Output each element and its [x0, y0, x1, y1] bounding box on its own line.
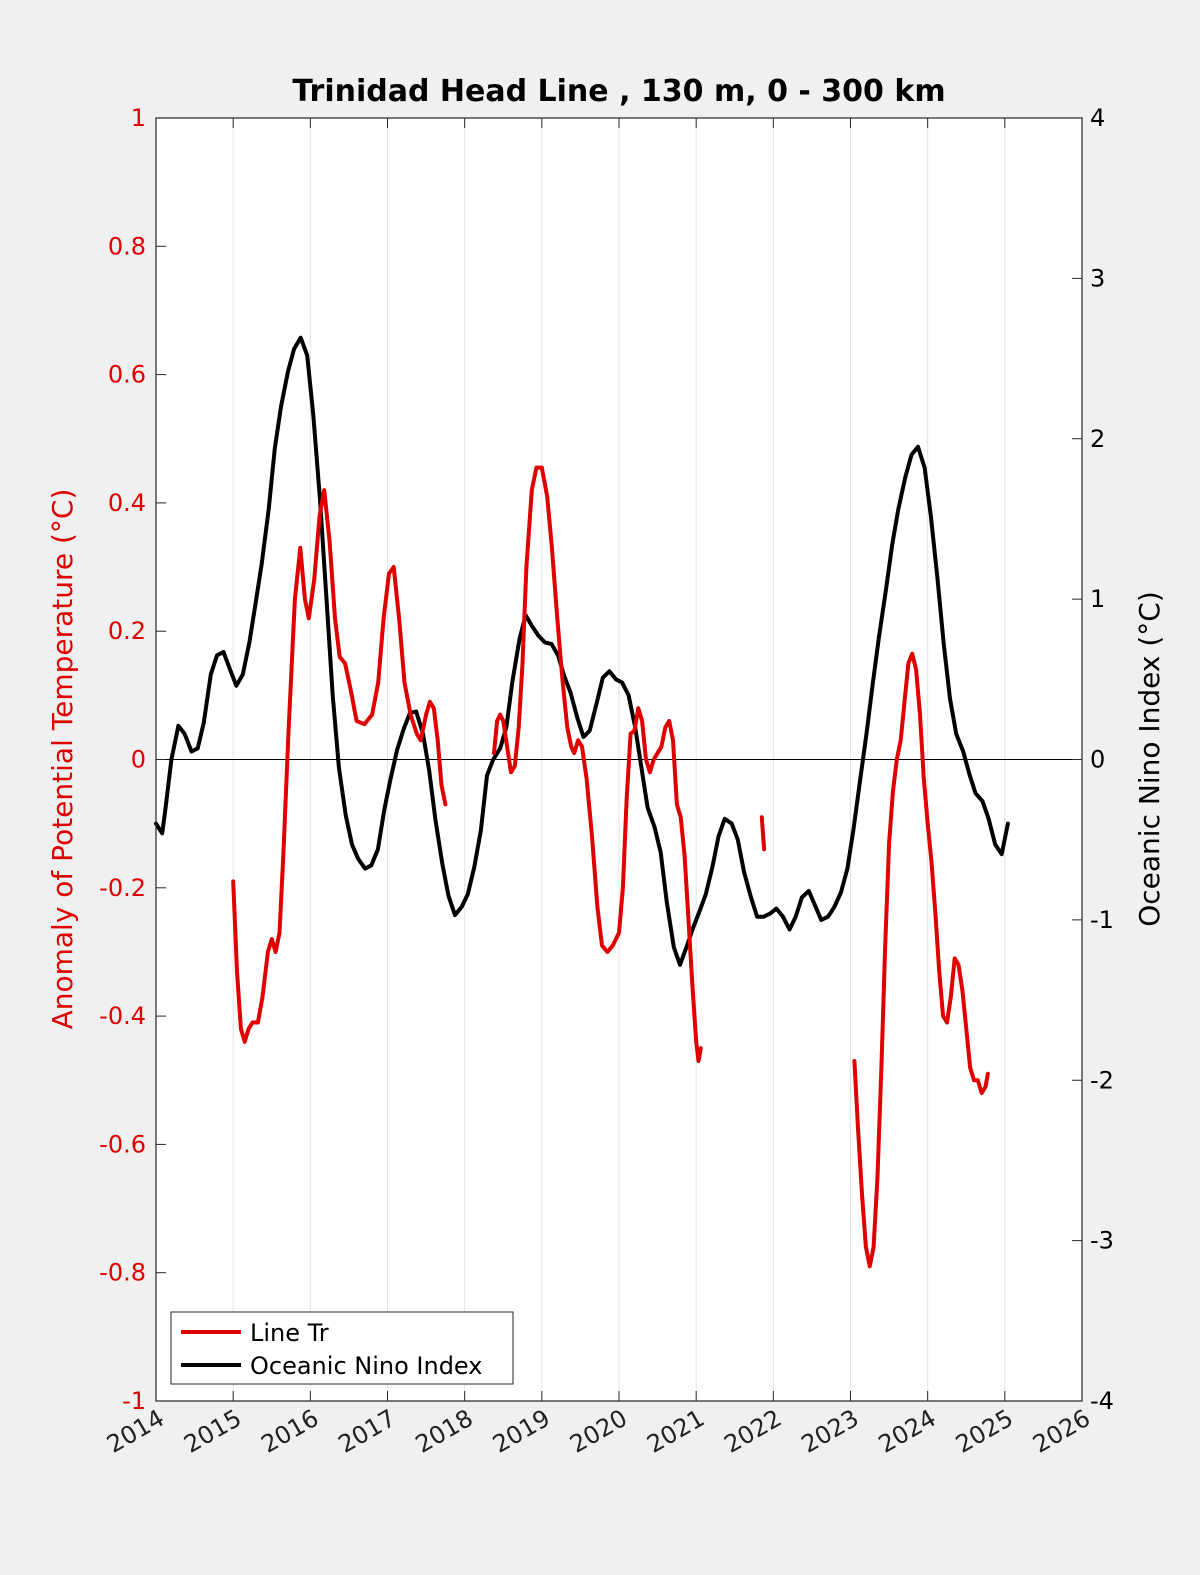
series-line-tr-segment-3 — [759, 815, 767, 852]
y-right-tick-label: -1 — [1090, 906, 1114, 934]
series-line-tr-segment-4 — [852, 651, 990, 1269]
x-tick-label: 2017 — [334, 1404, 401, 1459]
legend-oni-label: Oceanic Nino Index — [250, 1352, 482, 1380]
chart-title: Trinidad Head Line , 130 m, 0 - 300 km — [292, 74, 945, 109]
series-line-tr-segment-1 — [231, 488, 448, 1044]
x-tick-label: 2018 — [411, 1404, 478, 1459]
y-left-tick-label: 0.6 — [108, 361, 146, 389]
y-left-tick-label: 0.2 — [108, 617, 146, 645]
series-line-tr-segment-2 — [492, 465, 703, 1063]
y-axis-right-label: Oceanic Nino Index (°C) — [1133, 591, 1166, 927]
x-tick-label: 2026 — [1028, 1404, 1095, 1459]
y-right-tick-label: -3 — [1090, 1227, 1114, 1255]
y-right-tick-label: 3 — [1090, 264, 1105, 292]
x-tick-label: 2023 — [797, 1404, 864, 1459]
y-left-tick-label: 1 — [131, 104, 146, 132]
x-tick-label: 2024 — [874, 1404, 941, 1459]
y-right-tick-label: -2 — [1090, 1066, 1114, 1094]
y-left-tick-label: 0 — [131, 746, 146, 774]
legend: Line Tr Oceanic Nino Index — [170, 1311, 514, 1385]
y-right-tick-label: 0 — [1090, 746, 1105, 774]
y-left-tick-label: -0.2 — [99, 874, 146, 902]
y-left-tick-label: -0.8 — [99, 1259, 146, 1287]
series-oni-segment-1 — [154, 335, 1010, 967]
y-left-tick-label: 0.4 — [108, 489, 146, 517]
y-right-tick-label: 4 — [1090, 104, 1105, 132]
y-left-tick-label: 0.8 — [108, 232, 146, 260]
y-right-tick-label: 2 — [1090, 425, 1105, 453]
x-tick-label: 2025 — [951, 1404, 1018, 1459]
x-tick-label: 2021 — [642, 1404, 709, 1459]
x-tick-label: 2016 — [256, 1404, 323, 1459]
y-right-tick-label: 1 — [1090, 585, 1105, 613]
y-axis-left-label: Anomaly of Potential Temperature (°C) — [46, 489, 79, 1030]
x-tick-label: 2020 — [565, 1404, 632, 1459]
x-tick-label: 2022 — [719, 1404, 786, 1459]
y-left-tick-label: -0.6 — [99, 1130, 146, 1158]
y-right-tick-label: -4 — [1090, 1387, 1114, 1415]
legend-line-tr-label: Line Tr — [250, 1319, 329, 1347]
y-left-tick-label: -0.4 — [99, 1002, 146, 1030]
y-left-tick-label: -1 — [122, 1387, 146, 1415]
series-layer — [154, 335, 1010, 1269]
x-tick-label: 2015 — [179, 1404, 246, 1459]
x-tick-label: 2019 — [488, 1404, 555, 1459]
legend-box — [170, 1311, 514, 1385]
